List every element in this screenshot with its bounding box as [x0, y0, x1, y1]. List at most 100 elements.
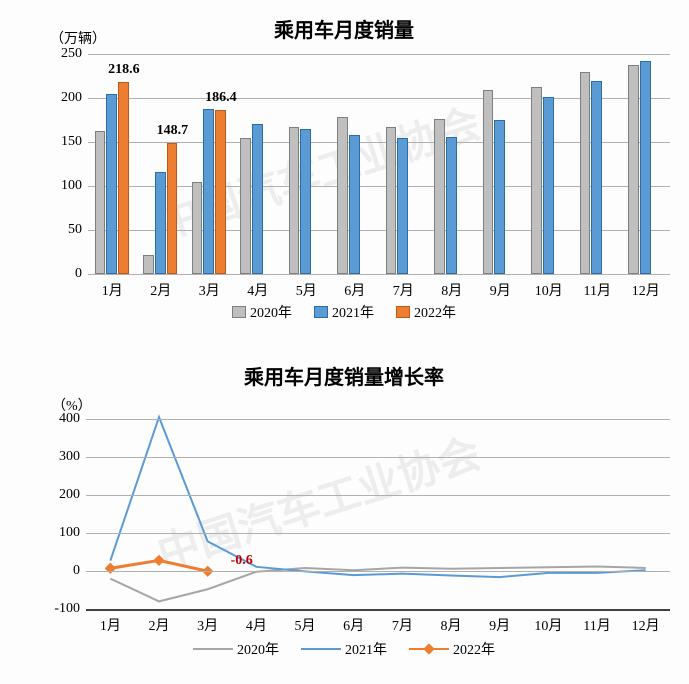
x-tick-label: 7月: [392, 609, 413, 635]
x-tick-label: 1月: [100, 609, 121, 635]
line-chart: 乘用车月度销量增长率 （%） -10001002003004001月2月3月4月…: [18, 353, 670, 668]
legend-item: 2022年: [396, 302, 456, 322]
x-tick-label: 3月: [199, 274, 220, 300]
bar: [397, 138, 408, 274]
y-tick-label: 50: [68, 222, 88, 238]
bar: [531, 87, 542, 274]
x-tick-label: 9月: [489, 609, 510, 635]
legend-item: 2020年: [193, 639, 279, 659]
bar: [640, 61, 651, 274]
bar-chart: 乘用车月度销量 （万辆） 0501001502002501月2月3月4月5月6月…: [18, 8, 670, 328]
gridline: [86, 419, 670, 420]
legend-line-icon: [409, 645, 449, 653]
data-label: -0.6: [231, 553, 253, 569]
legend-label: 2020年: [237, 639, 279, 659]
y-tick-label: 0: [75, 266, 88, 282]
gridline: [86, 495, 670, 496]
line-series: [110, 417, 645, 577]
bar: [483, 90, 494, 274]
y-tick-label: 400: [59, 411, 86, 427]
y-tick-label: 250: [61, 46, 88, 62]
x-tick-label: 10月: [534, 609, 562, 635]
bar: [446, 137, 457, 274]
gridline: [86, 457, 670, 458]
legend-label: 2022年: [414, 302, 456, 322]
legend-line-icon: [193, 648, 233, 650]
x-tick-label: 7月: [393, 274, 414, 300]
x-tick-label: 6月: [344, 274, 365, 300]
bar: [628, 65, 639, 274]
bar: [580, 72, 591, 274]
bar: [591, 81, 602, 274]
x-tick-label: 2月: [149, 609, 170, 635]
line-marker: [105, 563, 116, 574]
line-chart-title: 乘用车月度销量增长率: [18, 361, 670, 390]
x-tick-label: 11月: [583, 609, 610, 635]
y-tick-label: 0: [73, 563, 86, 579]
legend-item: 2021年: [314, 302, 374, 322]
legend-label: 2020年: [250, 302, 292, 322]
bar: [300, 129, 311, 274]
bar: [192, 182, 203, 274]
gridline: [86, 571, 670, 572]
x-tick-label: 3月: [197, 609, 218, 635]
legend-label: 2021年: [345, 639, 387, 659]
x-tick-label: 4月: [246, 609, 267, 635]
bar: [434, 119, 445, 274]
x-tick-label: 9月: [490, 274, 511, 300]
legend-line-icon: [301, 648, 341, 650]
legend-swatch: [232, 306, 246, 318]
x-tick-label: 6月: [343, 609, 364, 635]
legend-item: 2022年: [409, 639, 495, 659]
legend-swatch: [314, 306, 328, 318]
bar: [337, 117, 348, 274]
bar: [155, 172, 166, 274]
x-tick-label: 12月: [632, 609, 660, 635]
data-label: 218.6: [108, 62, 140, 78]
line-marker: [153, 555, 164, 566]
bar: [349, 135, 360, 274]
legend-swatch: [396, 306, 410, 318]
x-tick-label: 10月: [535, 274, 563, 300]
bar-chart-legend: 2020年 2021年 2022年: [18, 302, 670, 322]
y-tick-label: 300: [59, 449, 86, 465]
bar: [167, 143, 178, 274]
gridline: [88, 54, 670, 55]
gridline: [86, 533, 670, 534]
bar: [289, 127, 300, 274]
y-tick-label: -100: [54, 601, 86, 617]
data-label: 186.4: [205, 90, 237, 106]
data-label: 148.7: [157, 123, 189, 139]
y-tick-label: 200: [59, 487, 86, 503]
bar: [240, 138, 251, 274]
x-tick-label: 2月: [150, 274, 171, 300]
y-tick-label: 150: [61, 134, 88, 150]
bar: [203, 109, 214, 274]
legend-label: 2021年: [332, 302, 374, 322]
bar: [95, 131, 106, 274]
legend-label: 2022年: [453, 639, 495, 659]
bar-chart-y-unit: （万辆）: [50, 28, 106, 48]
bar: [106, 94, 117, 274]
y-tick-label: 100: [59, 525, 86, 541]
y-tick-label: 100: [61, 178, 88, 194]
x-tick-label: 1月: [102, 274, 123, 300]
x-tick-label: 8月: [441, 274, 462, 300]
bar-chart-title: 乘用车月度销量: [18, 14, 670, 43]
bar: [252, 124, 263, 274]
bar: [215, 110, 226, 274]
x-tick-label: 8月: [441, 609, 462, 635]
bar: [143, 255, 154, 274]
bar: [494, 120, 505, 274]
y-tick-label: 200: [61, 90, 88, 106]
x-tick-label: 4月: [247, 274, 268, 300]
bar: [543, 97, 554, 274]
bar: [386, 127, 397, 274]
line-chart-plot: -10001002003004001月2月3月4月5月6月7月8月9月10月11…: [86, 419, 670, 609]
legend-item: 2021年: [301, 639, 387, 659]
x-tick-label: 5月: [296, 274, 317, 300]
x-tick-label: 5月: [295, 609, 316, 635]
line-chart-svg: [86, 419, 670, 609]
bar-chart-plot: 0501001502002501月2月3月4月5月6月7月8月9月10月11月1…: [88, 54, 670, 274]
bar: [118, 82, 129, 274]
